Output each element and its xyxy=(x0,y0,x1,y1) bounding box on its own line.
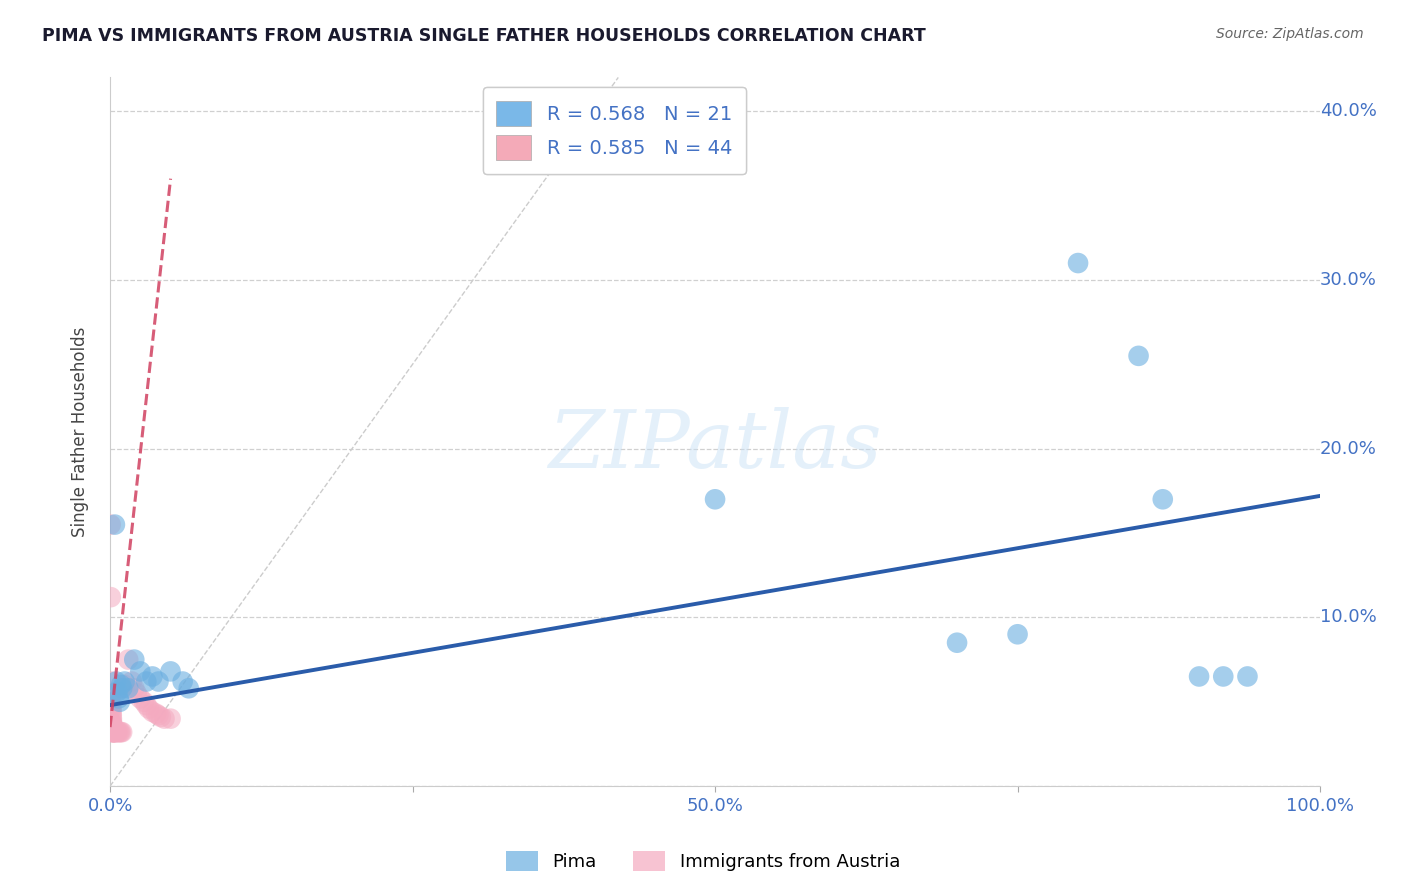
Point xyxy=(124,652,146,666)
Point xyxy=(100,674,122,689)
Point xyxy=(145,706,167,721)
Point xyxy=(101,722,124,736)
Legend: R = 0.568   N = 21, R = 0.585   N = 44: R = 0.568 N = 21, R = 0.585 N = 44 xyxy=(482,87,747,174)
Point xyxy=(121,674,143,689)
Point xyxy=(141,669,163,683)
Point xyxy=(141,705,163,719)
Point xyxy=(110,678,132,692)
Point xyxy=(107,725,129,739)
Point xyxy=(108,695,131,709)
Point xyxy=(946,636,969,650)
Point xyxy=(100,695,122,709)
Point xyxy=(100,686,122,700)
Point xyxy=(114,674,136,689)
Point xyxy=(148,708,170,723)
Point xyxy=(129,665,152,679)
Point xyxy=(704,492,727,507)
Point xyxy=(105,684,128,698)
Point xyxy=(148,674,170,689)
Text: 10.0%: 10.0% xyxy=(1320,608,1376,626)
Point xyxy=(117,681,139,696)
Point xyxy=(100,698,122,713)
Point xyxy=(100,590,122,604)
Legend: Pima, Immigrants from Austria: Pima, Immigrants from Austria xyxy=(499,844,907,879)
Point xyxy=(105,674,128,689)
Point xyxy=(111,681,134,696)
Text: 40.0%: 40.0% xyxy=(1320,103,1376,120)
Text: PIMA VS IMMIGRANTS FROM AUSTRIA SINGLE FATHER HOUSEHOLDS CORRELATION CHART: PIMA VS IMMIGRANTS FROM AUSTRIA SINGLE F… xyxy=(42,27,927,45)
Point xyxy=(100,705,122,719)
Point xyxy=(135,698,157,713)
Point xyxy=(172,674,194,689)
Point xyxy=(1128,349,1150,363)
Point xyxy=(1067,256,1090,270)
Point xyxy=(177,681,200,696)
Point xyxy=(101,712,124,726)
Point xyxy=(159,665,181,679)
Point xyxy=(104,517,127,532)
Point xyxy=(100,701,122,715)
Y-axis label: Single Father Households: Single Father Households xyxy=(72,326,89,537)
Point xyxy=(149,710,172,724)
Point xyxy=(125,686,148,700)
Point xyxy=(132,695,155,709)
Point xyxy=(1007,627,1029,641)
Point xyxy=(104,725,127,739)
Point xyxy=(107,691,129,706)
Point xyxy=(111,725,134,739)
Point xyxy=(101,725,124,739)
Point xyxy=(159,712,181,726)
Point xyxy=(105,725,128,739)
Text: ZIPatlas: ZIPatlas xyxy=(548,408,882,484)
Point xyxy=(117,652,139,666)
Point xyxy=(153,712,176,726)
Point xyxy=(101,716,124,731)
Point xyxy=(124,681,146,696)
Point xyxy=(101,725,124,739)
Point xyxy=(105,725,128,739)
Point xyxy=(114,678,136,692)
Point xyxy=(101,725,124,739)
Point xyxy=(101,720,124,734)
Point xyxy=(101,718,124,732)
Point xyxy=(100,708,122,723)
Point xyxy=(138,701,160,715)
Point xyxy=(1212,669,1234,683)
Point xyxy=(101,723,124,738)
Point xyxy=(1152,492,1174,507)
Point xyxy=(1188,669,1211,683)
Text: 20.0%: 20.0% xyxy=(1320,440,1376,458)
Text: 30.0%: 30.0% xyxy=(1320,271,1376,289)
Point xyxy=(135,674,157,689)
Point xyxy=(103,725,125,739)
Point xyxy=(108,725,131,739)
Point xyxy=(103,725,125,739)
Point xyxy=(129,691,152,706)
Point xyxy=(100,517,122,532)
Text: Source: ZipAtlas.com: Source: ZipAtlas.com xyxy=(1216,27,1364,41)
Point xyxy=(110,725,132,739)
Point xyxy=(1236,669,1258,683)
Point xyxy=(101,714,124,729)
Point xyxy=(101,725,124,739)
